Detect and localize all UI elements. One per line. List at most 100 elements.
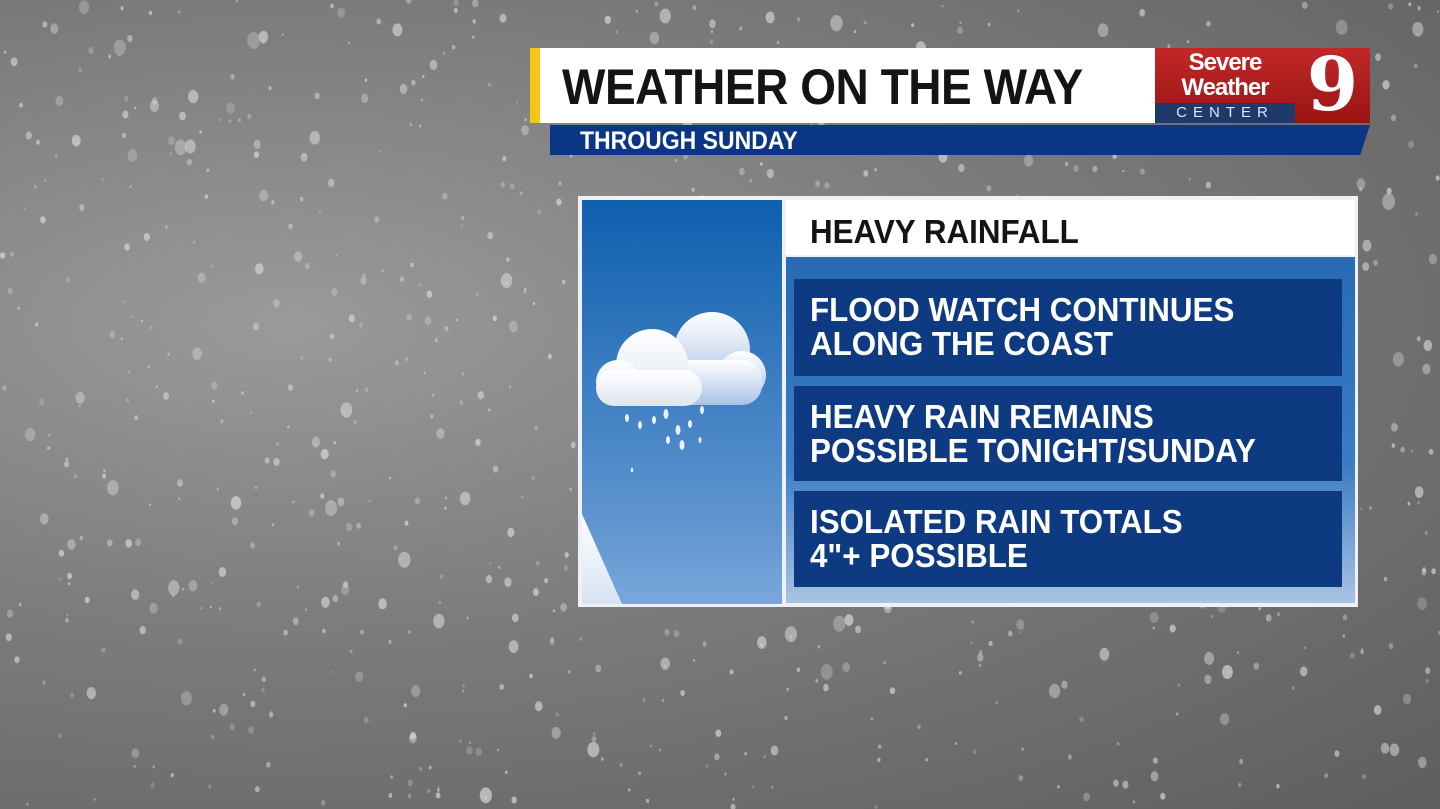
raindrop (261, 687, 265, 692)
raindrop (619, 762, 623, 767)
raindrop (765, 11, 775, 24)
raindrop (824, 182, 830, 189)
raindrop (1205, 181, 1211, 189)
raindrop (17, 306, 20, 310)
raindrop (7, 287, 13, 295)
raindrop (488, 408, 491, 412)
raindrop (407, 779, 413, 787)
raindrop (487, 82, 492, 88)
raindrop (40, 513, 49, 525)
raindrop (208, 784, 212, 789)
raindrop (65, 457, 69, 461)
raindrop (409, 731, 417, 740)
raindrop (361, 93, 369, 104)
raindrop (646, 798, 650, 804)
raindrop (462, 684, 465, 688)
raindrop (348, 314, 355, 323)
raindrop (466, 746, 473, 755)
raindrop (253, 322, 259, 331)
raindrop (987, 22, 991, 27)
raindrop (664, 628, 670, 636)
raindrop (1411, 450, 1413, 453)
raindrop (1356, 178, 1366, 190)
raindrop (1061, 680, 1068, 689)
raindrop (122, 132, 127, 138)
raindrop (1160, 792, 1166, 800)
raindrop (1150, 612, 1159, 624)
raindrop (124, 96, 129, 102)
raindrop (971, 620, 974, 624)
raindrop (426, 290, 433, 298)
raindrop (226, 102, 235, 114)
raindrop (1360, 649, 1364, 655)
raindrop (428, 765, 432, 770)
raindrop (40, 216, 46, 224)
raindrop (3, 50, 7, 54)
raindrop (276, 442, 279, 446)
raindrop (977, 653, 984, 662)
raindrop (1222, 665, 1233, 679)
raindrop (209, 605, 212, 609)
raindrop (815, 679, 819, 683)
raindrop (1049, 683, 1061, 699)
raindrop (1415, 212, 1418, 216)
raindrop (1386, 187, 1392, 195)
raindrop (570, 441, 576, 449)
raindrop (55, 95, 64, 106)
raindrop (1057, 785, 1060, 789)
raindrop (228, 119, 232, 124)
raindrop (451, 44, 456, 50)
raindrop (219, 703, 229, 716)
logo-text: Severe Weather (1181, 49, 1269, 101)
raindrop (1362, 774, 1367, 780)
raindrop (128, 370, 131, 373)
raindrop (403, 703, 407, 708)
raindrop (1413, 63, 1418, 69)
raindrop (459, 739, 462, 743)
raindrop (461, 215, 465, 220)
raindrop (558, 181, 562, 186)
raindrop (1204, 651, 1215, 665)
raindrop (601, 757, 604, 761)
raindrop (830, 15, 843, 32)
raindrop (1422, 567, 1426, 573)
raindrop (507, 527, 515, 538)
raindrop (18, 603, 22, 607)
raindrop (883, 661, 886, 665)
raindrop (459, 400, 464, 405)
raindrop (438, 601, 441, 605)
raindrop (855, 625, 861, 634)
raindrop (405, 357, 408, 362)
raindrop (343, 581, 349, 588)
raindrop (120, 337, 123, 340)
raindrop (238, 118, 241, 122)
raindrop (552, 609, 556, 613)
raindrop (78, 404, 81, 408)
raindrop (638, 771, 642, 776)
raindrop (1153, 757, 1158, 764)
raindrop (399, 276, 404, 282)
icon-sidebar (582, 200, 782, 604)
raindrop (264, 457, 270, 464)
raindrop (399, 83, 408, 95)
raindrop (250, 700, 256, 708)
raindrop (333, 440, 337, 445)
raindrop (1435, 175, 1440, 181)
raindrop (388, 792, 393, 798)
raindrop (321, 800, 326, 806)
raindrop (444, 506, 447, 510)
raindrop (796, 667, 801, 672)
raindrop (1408, 2, 1412, 6)
raindrop (437, 788, 440, 792)
raindrop (972, 749, 977, 755)
raindrop (281, 33, 284, 36)
raindrop (2, 384, 7, 391)
raindrop (118, 53, 121, 57)
raindrop (25, 427, 36, 442)
raindrop (555, 712, 559, 717)
raindrop (1237, 651, 1239, 654)
raindrop (212, 399, 215, 403)
raindrop (364, 387, 369, 393)
raindrop (1382, 80, 1390, 90)
raindrop (1206, 21, 1211, 27)
